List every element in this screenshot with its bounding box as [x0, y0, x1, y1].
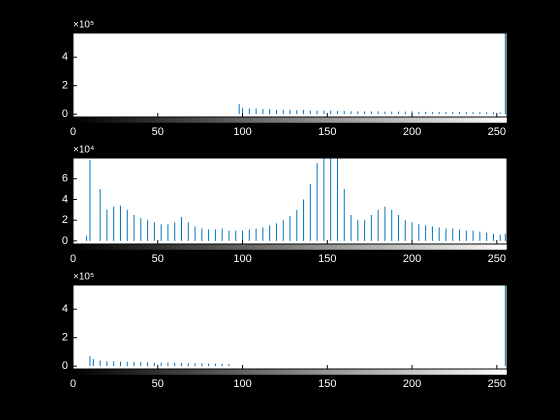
x-tick-label: 200	[403, 126, 421, 138]
y-tick-label: 4	[62, 51, 68, 63]
x-tick-label: 50	[152, 126, 164, 138]
x-tick-label: 200	[403, 378, 421, 390]
x-tick-label: 250	[488, 378, 506, 390]
stems	[86, 158, 506, 241]
colorbar	[72, 116, 508, 124]
stems	[238, 33, 506, 115]
y-multiplier: ×10⁵	[73, 20, 94, 31]
y-multiplier: ×10⁴	[73, 145, 94, 156]
x-tick-label: 100	[233, 253, 251, 265]
x-tick-label: 100	[233, 378, 251, 390]
x-tick-label: 200	[403, 253, 421, 265]
plot-area	[73, 33, 507, 117]
x-tick-label: 150	[318, 378, 336, 390]
y-tick-label: 2	[62, 214, 68, 226]
axes-box	[72, 32, 508, 118]
x-tick-label: 0	[70, 126, 76, 138]
x-tick-label: 150	[318, 253, 336, 265]
colorbar	[72, 368, 508, 376]
y-tick-label: 2	[62, 332, 68, 344]
y-tick-label: 0	[62, 360, 68, 372]
x-tick-label: 150	[318, 126, 336, 138]
x-tick-label: 250	[488, 253, 506, 265]
y-multiplier: ×10⁵	[73, 272, 94, 283]
y-tick-label: 0	[62, 108, 68, 120]
plot-area	[73, 285, 507, 369]
x-tick-label: 50	[152, 378, 164, 390]
axes-box	[72, 284, 508, 370]
stems	[89, 285, 506, 367]
x-tick-label: 0	[70, 378, 76, 390]
colorbar	[72, 243, 508, 251]
x-tick-label: 50	[152, 253, 164, 265]
x-tick-label: 100	[233, 126, 251, 138]
y-tick-label: 0	[62, 235, 68, 247]
y-tick-label: 4	[62, 303, 68, 315]
axes-box	[72, 157, 508, 245]
y-tick-label: 4	[62, 193, 68, 205]
x-tick-label: 250	[488, 126, 506, 138]
y-tick-label: 2	[62, 80, 68, 92]
y-tick-label: 6	[62, 173, 68, 185]
x-tick-label: 0	[70, 253, 76, 265]
